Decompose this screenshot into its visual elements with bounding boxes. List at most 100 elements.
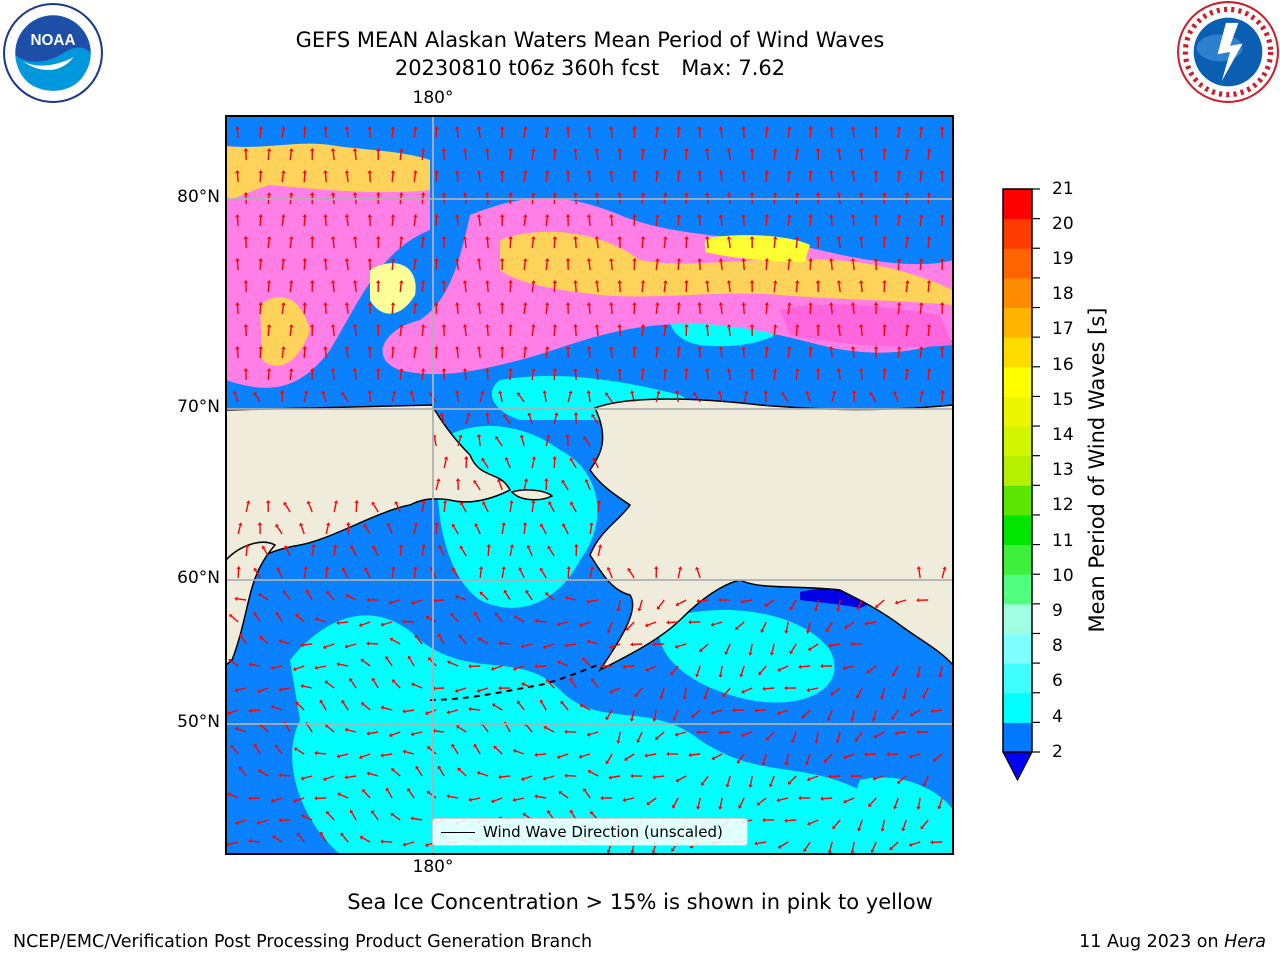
wave-arrow-shaft [628, 570, 635, 579]
wave-arrow-head [508, 280, 513, 284]
wave-arrow-head [666, 620, 670, 625]
wave-arrow-shaft [427, 709, 437, 714]
wave-arrow-shaft [498, 481, 503, 491]
wave-arrow-head [545, 302, 550, 306]
wave-arrow-shaft [274, 836, 283, 843]
colorbar-segment [1003, 248, 1032, 279]
wave-arrow-shaft [325, 775, 335, 780]
wave-arrow-head [283, 590, 287, 594]
wave-arrow-shaft [383, 753, 393, 757]
wave-arrow-shaft [549, 503, 555, 513]
wave-arrow-head [326, 590, 330, 595]
wave-arrow-shaft [845, 665, 855, 669]
wave-arrow-shaft [647, 665, 657, 671]
wave-arrow-head [434, 214, 439, 218]
wave-arrow-shaft [795, 151, 798, 161]
wave-arrow-head [514, 615, 518, 620]
wave-arrow-head [919, 214, 924, 218]
wave-arrow-head [654, 566, 659, 569]
wave-arrow-shaft [638, 599, 643, 609]
wave-arrow-head [805, 630, 811, 634]
wave-arrow-shaft [342, 702, 349, 711]
wave-arrow-shaft [413, 569, 417, 579]
wave-arrow-shaft [361, 753, 371, 758]
wave-arrow-shaft [860, 371, 863, 381]
wave-arrow-shaft [456, 261, 459, 271]
wave-arrow-shaft [296, 748, 305, 755]
wave-arrow-shaft [626, 753, 635, 760]
wave-arrow-shaft [905, 239, 909, 249]
svg-text:NOAA: NOAA [31, 32, 76, 49]
wave-arrow-head [768, 783, 773, 788]
wave-arrow-head [485, 324, 490, 328]
wave-arrow-shaft [259, 128, 262, 139]
wave-arrow-head [359, 835, 364, 840]
wave-arrow-head [773, 368, 778, 372]
wave-arrow-shaft [237, 687, 247, 691]
wave-arrow-head [542, 776, 547, 781]
wave-arrow-head [617, 280, 622, 284]
legend-line-sample [441, 832, 475, 833]
wave-arrow-shaft [281, 640, 291, 645]
wave-arrow-shaft [413, 305, 417, 315]
wave-arrow-shaft [303, 304, 306, 315]
wave-arrow-head [866, 669, 871, 674]
wave-arrow-shaft [321, 833, 327, 843]
wave-arrow-head [795, 192, 800, 196]
wave-arrow-head [473, 480, 478, 484]
wave-arrow-head [248, 708, 252, 713]
wave-arrow-head [481, 457, 486, 462]
wave-arrow-head [764, 302, 770, 306]
wave-arrow-head [270, 665, 274, 670]
wave-arrow-head [345, 594, 350, 598]
wave-arrow-head [253, 611, 258, 616]
wave-arrow-shaft [372, 503, 379, 513]
footer-date: 11 Aug 2023 on Hera [1079, 932, 1266, 952]
wave-arrow-shaft [281, 129, 285, 139]
wave-arrow-shaft [525, 724, 533, 733]
wave-arrow-head [640, 192, 646, 196]
wave-arrow-head [808, 302, 813, 306]
wave-arrow-shaft [625, 797, 635, 801]
wave-arrow-head [451, 743, 456, 748]
wave-arrow-head [850, 214, 856, 218]
wave-arrow-shaft [281, 217, 285, 227]
wave-arrow-head [655, 126, 660, 130]
wave-arrow-shaft [919, 173, 922, 183]
wave-arrow-shaft [691, 753, 701, 756]
wave-arrow-shaft [837, 599, 841, 609]
wave-arrow-head [517, 392, 521, 396]
wave-arrow-head [243, 280, 249, 284]
wave-arrow-head [676, 170, 682, 174]
wave-arrow-head [302, 302, 307, 306]
wave-arrow-head [333, 500, 339, 504]
wave-arrow-head [363, 523, 368, 528]
wave-arrow-head [726, 280, 732, 284]
wave-arrow-head [762, 686, 766, 691]
wave-arrow-head [466, 412, 471, 416]
wave-arrow-shaft [281, 173, 285, 183]
wave-arrow-shaft [856, 731, 863, 740]
wave-arrow-shaft [399, 327, 402, 337]
wave-arrow-head [462, 148, 468, 152]
wave-arrow-head [901, 827, 906, 832]
wave-arrow-head [815, 280, 821, 283]
wave-arrow-head [897, 346, 902, 350]
wave-arrow-head [569, 457, 574, 462]
wave-arrow-shaft [499, 393, 503, 403]
wave-arrow-shaft [917, 797, 921, 808]
wave-arrow-head [376, 324, 381, 327]
wave-arrow-shaft [285, 547, 291, 557]
wave-arrow-shaft [441, 415, 445, 425]
wave-arrow-head [326, 522, 331, 526]
wave-arrow-head [227, 792, 231, 797]
wave-arrow-head [740, 733, 745, 738]
wave-arrow-shaft [826, 621, 833, 631]
wave-arrow-head [413, 302, 418, 306]
wave-arrow-head [402, 842, 407, 847]
wave-arrow-head [281, 170, 286, 174]
wave-arrow-shaft [518, 702, 525, 711]
wave-arrow-shaft [405, 751, 415, 755]
wave-arrow-shaft [770, 775, 775, 785]
wave-arrow-head [371, 810, 375, 814]
